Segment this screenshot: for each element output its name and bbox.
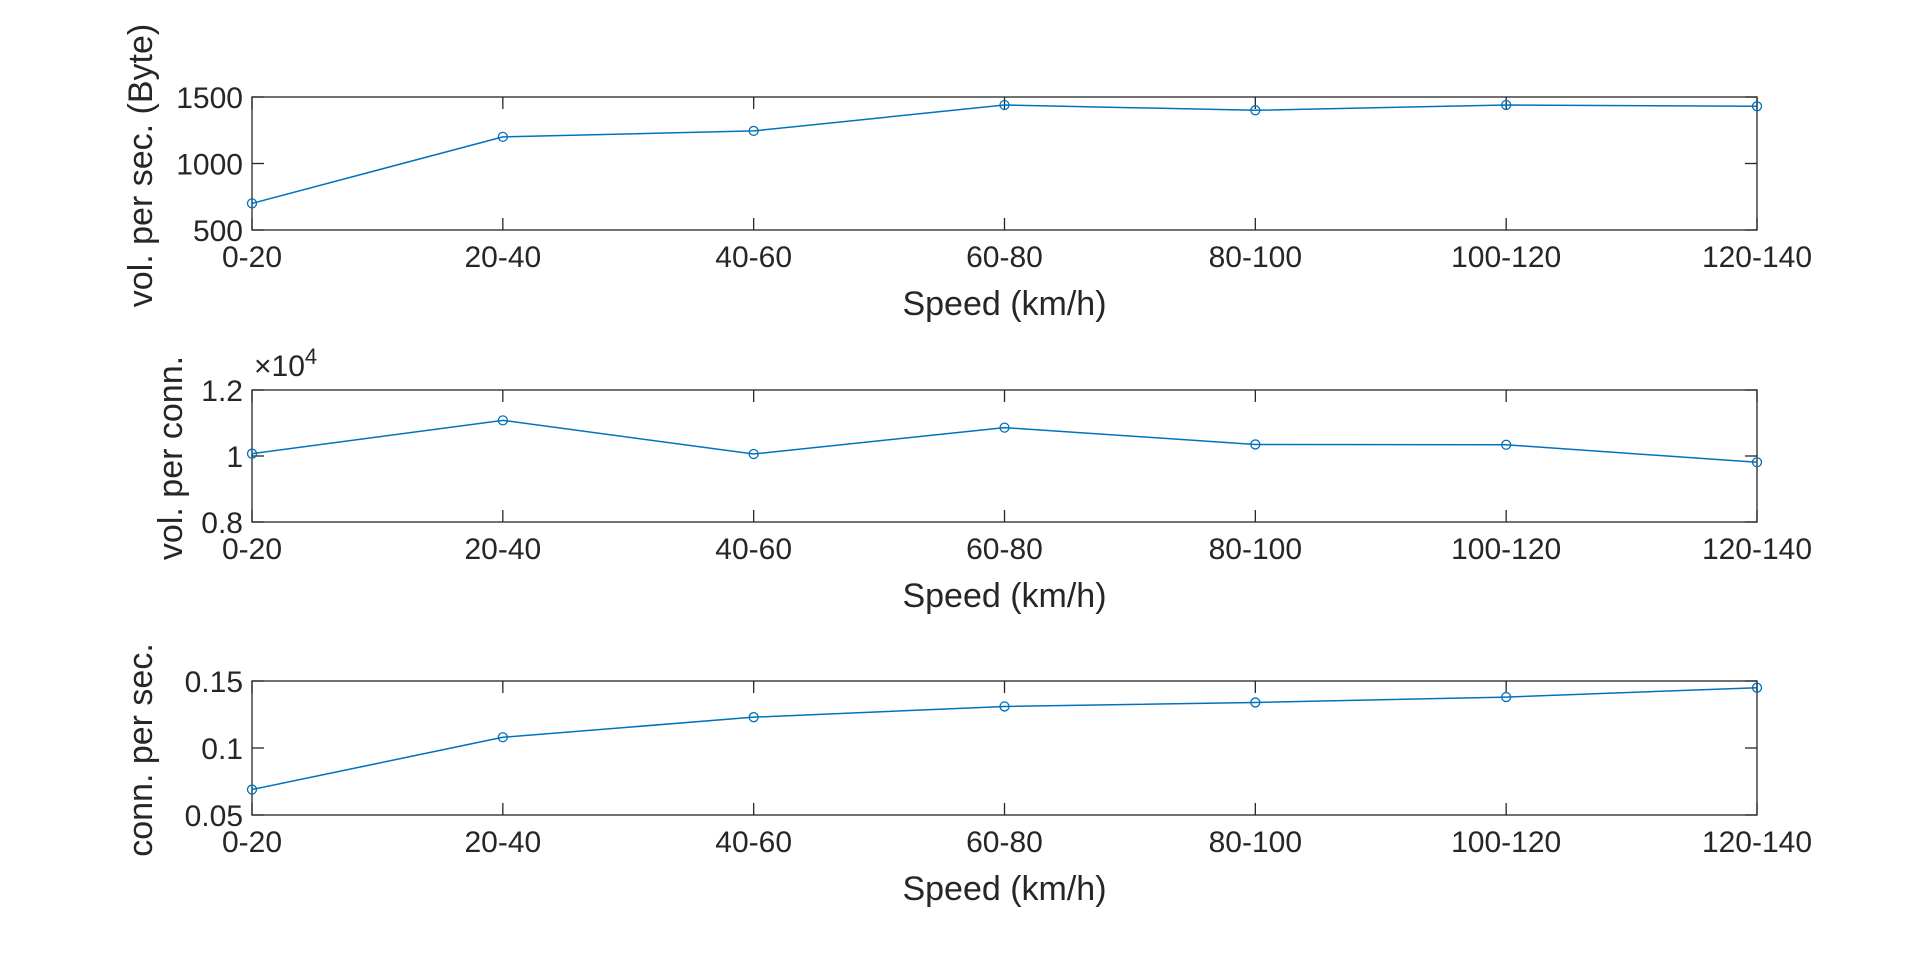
y-tick-label: 1 (226, 441, 243, 474)
y-axis-label: vol. per conn. (152, 356, 190, 560)
x-tick-label: 120-140 (1702, 826, 1812, 859)
data-point-marker (1501, 99, 1512, 111)
series-line (251, 686, 1758, 791)
axes-box (251, 96, 1758, 231)
y-exponent-base: ×10 (254, 350, 305, 383)
x-tick-label: 100-120 (1451, 241, 1561, 274)
data-point-marker (497, 131, 508, 143)
axes-box (251, 680, 1758, 816)
data-point-marker (1250, 105, 1261, 116)
x-tick-label: 40-60 (715, 533, 792, 566)
y-tick-label: 1000 (176, 149, 243, 182)
y-tick-label: 0.15 (185, 666, 243, 699)
x-tick-label: 120-140 (1702, 533, 1812, 566)
data-point-marker (1501, 439, 1512, 450)
data-point-marker (497, 732, 508, 743)
x-tick-label: 80-100 (1209, 533, 1302, 566)
data-point-marker (748, 448, 759, 460)
x-tick-label: 60-80 (966, 533, 1043, 566)
x-tick-label: 20-40 (464, 241, 541, 274)
data-point-marker (246, 784, 258, 795)
x-tick-label: 100-120 (1451, 826, 1561, 859)
data-point-marker (246, 198, 258, 209)
data-point-marker (1501, 691, 1512, 703)
x-tick-label: 120-140 (1702, 241, 1812, 274)
series-line (251, 419, 1758, 464)
x-axis-label: Speed (km/h) (902, 577, 1106, 615)
x-tick-label: 40-60 (715, 826, 792, 859)
y-tick-label: 0.05 (185, 800, 243, 833)
data-point-marker (999, 701, 1010, 712)
x-axis-label: Speed (km/h) (902, 285, 1106, 323)
y-tick-label: 500 (193, 215, 243, 248)
y-tick-label: 0.8 (201, 507, 243, 540)
data-point-marker (1751, 101, 1763, 112)
series-line (251, 104, 1758, 205)
x-tick-label: 20-40 (464, 533, 541, 566)
subplot-vol-per-conn: 0-20 20-40 40-60 60-80 80-100 100-120 120-140 0… (152, 344, 1812, 615)
y-tick-label: 1.2 (201, 375, 243, 408)
x-tick-label: 80-100 (1209, 826, 1302, 859)
y-exponent-power: 4 (305, 344, 317, 369)
x-tick-label: 60-80 (966, 826, 1043, 859)
x-tick-label: 0-20 (222, 826, 282, 859)
subplot-vol-per-sec: 0-20 20-40 40-60 60-80 80-100 100-120 120-140 5… (122, 24, 1812, 323)
data-point-marker (999, 422, 1010, 433)
data-point-marker (748, 125, 759, 137)
x-tick-label: 40-60 (715, 241, 792, 274)
data-point-marker (1250, 697, 1261, 708)
x-tick-label: 20-40 (464, 826, 541, 859)
y-tick-label: 1500 (176, 82, 243, 115)
x-tick-label: 60-80 (966, 241, 1043, 274)
x-tick-label: 0-20 (222, 533, 282, 566)
subplot-conn-per-sec: 0-20 20-40 40-60 60-80 80-100 100-120 120-140 0… (122, 643, 1812, 908)
y-exponent-label: ×104 (254, 344, 317, 383)
data-point-marker (1751, 457, 1763, 468)
x-tick-label: 100-120 (1451, 533, 1561, 566)
y-axis-label: conn. per sec. (122, 643, 160, 857)
axes-box (251, 389, 1758, 523)
data-point-marker (999, 99, 1010, 111)
x-tick-label: 80-100 (1209, 241, 1302, 274)
x-tick-label: 0-20 (222, 241, 282, 274)
data-point-marker (497, 415, 508, 426)
data-point-marker (1250, 439, 1261, 450)
x-axis-label: Speed (km/h) (902, 870, 1106, 908)
data-point-marker (246, 448, 258, 459)
y-tick-label: 0.1 (201, 733, 243, 766)
y-axis-label: vol. per sec. (Byte) (122, 24, 160, 307)
data-point-marker (748, 712, 759, 723)
data-point-marker (1751, 682, 1763, 693)
